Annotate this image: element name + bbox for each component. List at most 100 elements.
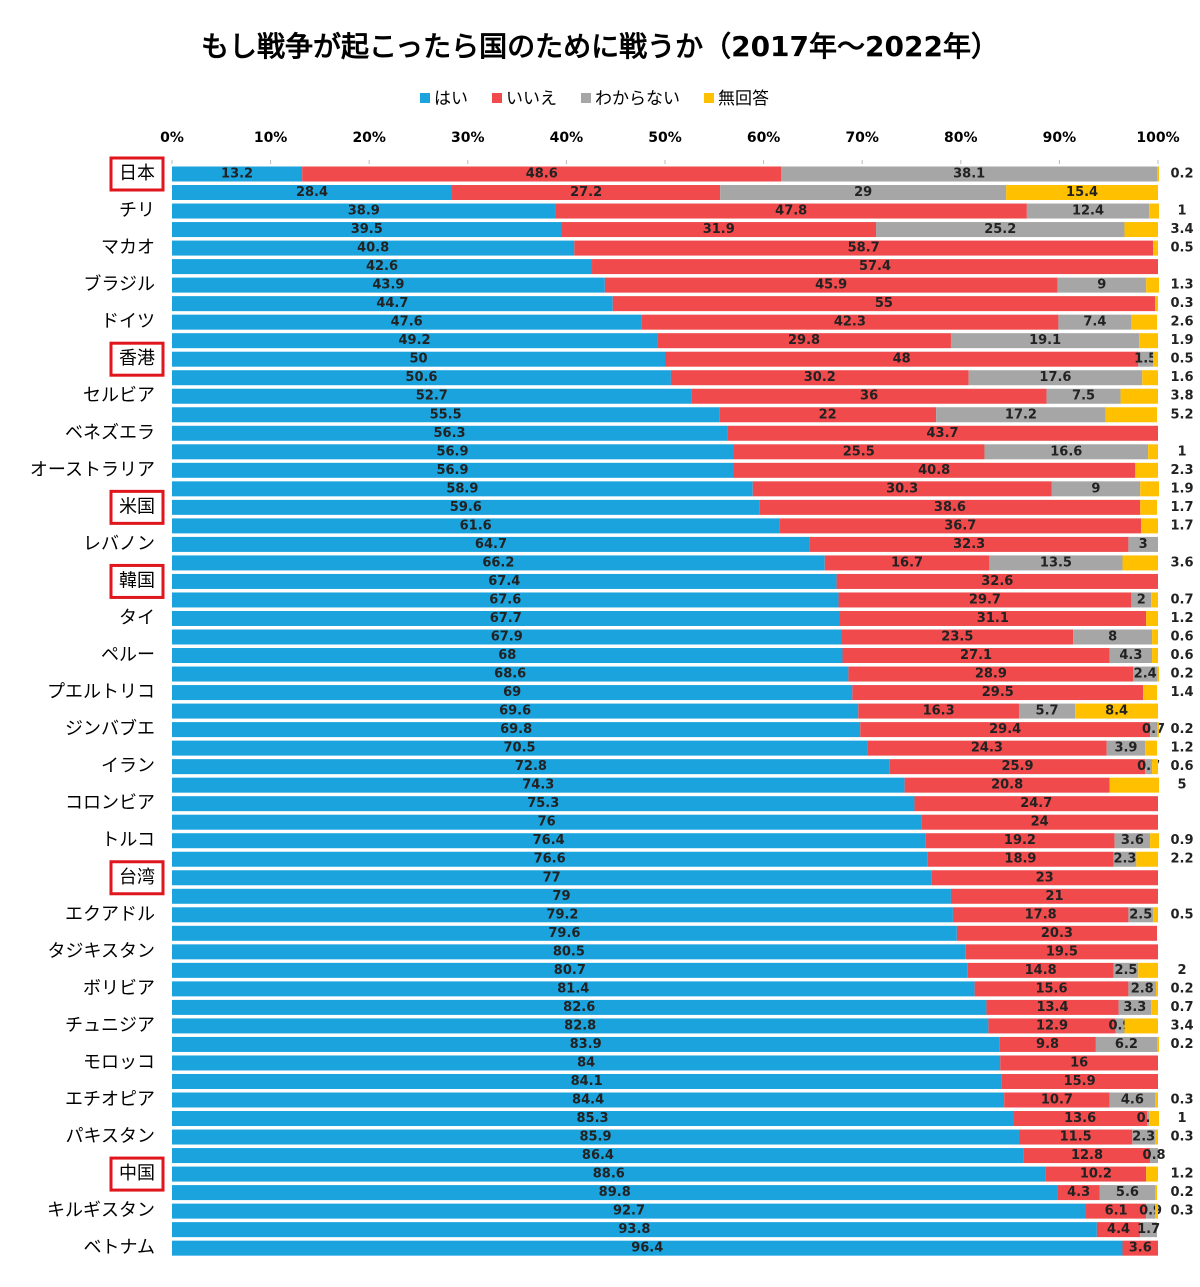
value-label: 92.7 [613,1204,645,1219]
legend-swatch [704,93,714,103]
bar-segment [172,925,957,941]
bar-segment [989,555,1123,571]
bar-segment [172,703,859,719]
bar-segment [1135,462,1158,478]
bar-segment [1128,981,1157,997]
value-label: 1.2 [1170,611,1193,626]
bar-segment [1057,277,1147,293]
value-label: 47.6 [391,315,423,330]
bar-segment [1155,1129,1158,1145]
category-label: ボリビア [83,978,155,999]
value-label: 69.8 [500,722,532,737]
value-label: 2 [1177,963,1186,978]
x-tick-label: 90% [1043,130,1077,146]
value-label: 29.4 [989,722,1021,737]
category-label: 米国 [119,496,155,517]
value-label: 38.6 [934,500,966,515]
value-label: 12.4 [1072,204,1104,219]
bar-segment [1045,1166,1147,1182]
value-label: 55.5 [430,407,462,422]
value-label: 0.9 [1170,833,1193,848]
value-label: 0.6 [1170,759,1193,774]
bar-segment [1096,1222,1141,1238]
value-label: 36 [860,389,878,404]
value-label: 2.2 [1170,852,1193,867]
bar-segment [172,740,868,756]
category-label: トルコ [101,830,155,851]
value-label: 0.5 [1170,241,1193,256]
bar-segment [1143,685,1158,701]
bar-segment [876,222,1125,238]
value-label: 23.5 [941,630,973,645]
value-label: 12.8 [1071,1148,1103,1163]
value-label: 17.6 [1039,370,1071,385]
value-label: 1 [1177,204,1186,219]
bar-segment [984,444,1149,460]
value-label: 88.6 [593,1167,625,1182]
bar-segment [921,814,1158,830]
value-label: 3.6 [1170,555,1193,570]
bar-segment [927,851,1114,867]
bar-segment [925,833,1115,849]
bar-segment [172,351,665,367]
bar-segment [1142,370,1158,386]
legend-swatch [420,93,430,103]
bar-segment [720,185,1007,201]
value-label: 25.9 [1001,759,1033,774]
bar-segment [952,907,1129,923]
bar-segment [1147,1111,1150,1127]
value-label: 2.5 [1114,963,1137,978]
bar-segment [1136,851,1158,867]
value-label: 66.2 [482,555,514,570]
value-label: 9 [1091,481,1100,496]
category-label: エクアドル [65,904,155,925]
value-label: 19.5 [1046,944,1078,959]
bar-segment [1013,1111,1148,1127]
value-label: 1.3 [1170,278,1193,293]
bar-segment [172,444,734,460]
category-label: ペルー [101,645,155,666]
x-tick-label: 0% [160,130,184,146]
bar-segment [657,333,951,349]
bar-segment [172,962,968,978]
bar-segment [1157,722,1159,738]
value-label: 82.6 [563,1000,595,1015]
value-label: 20.8 [991,778,1023,793]
bar-segment [842,648,1110,664]
value-label: 0.5 [1170,352,1193,367]
bar-segment [1139,333,1158,349]
value-label: 5 [1177,778,1186,793]
category-label: 台湾 [119,867,155,888]
category-label: 中国 [119,1163,155,1184]
value-label: 0.6 [1170,648,1193,663]
bar-segment [172,555,825,571]
bar-segment [1149,1111,1159,1127]
bar-segment [1075,703,1158,719]
bar-segment [555,203,1027,219]
value-label: 15.4 [1066,185,1098,200]
bar-segment [172,981,975,997]
bar-segment [172,777,905,793]
value-label: 9.8 [1036,1037,1059,1052]
bar-segment [452,185,721,201]
value-label: 84.1 [571,1074,603,1089]
bar-segment [1124,222,1158,238]
bar-segment [172,314,642,330]
value-label: 77 [543,870,561,885]
value-label: 56.9 [436,463,468,478]
category-label: 韓国 [119,570,155,591]
value-label: 11.5 [1060,1130,1092,1145]
value-label: 1 [1177,444,1186,459]
value-label: 27.2 [570,185,602,200]
bar-segment [1157,166,1159,182]
value-label: 2.4 [1134,667,1157,682]
value-label: 48 [893,352,911,367]
value-label: 3.4 [1170,222,1193,237]
bar-segment [172,870,932,886]
bar-segment [1109,1092,1156,1108]
value-label: 42.6 [366,259,398,274]
value-label: 0.5 [1170,907,1193,922]
bar-segment [172,796,915,812]
category-label: イラン [101,756,155,777]
value-label: 70.5 [504,741,536,756]
